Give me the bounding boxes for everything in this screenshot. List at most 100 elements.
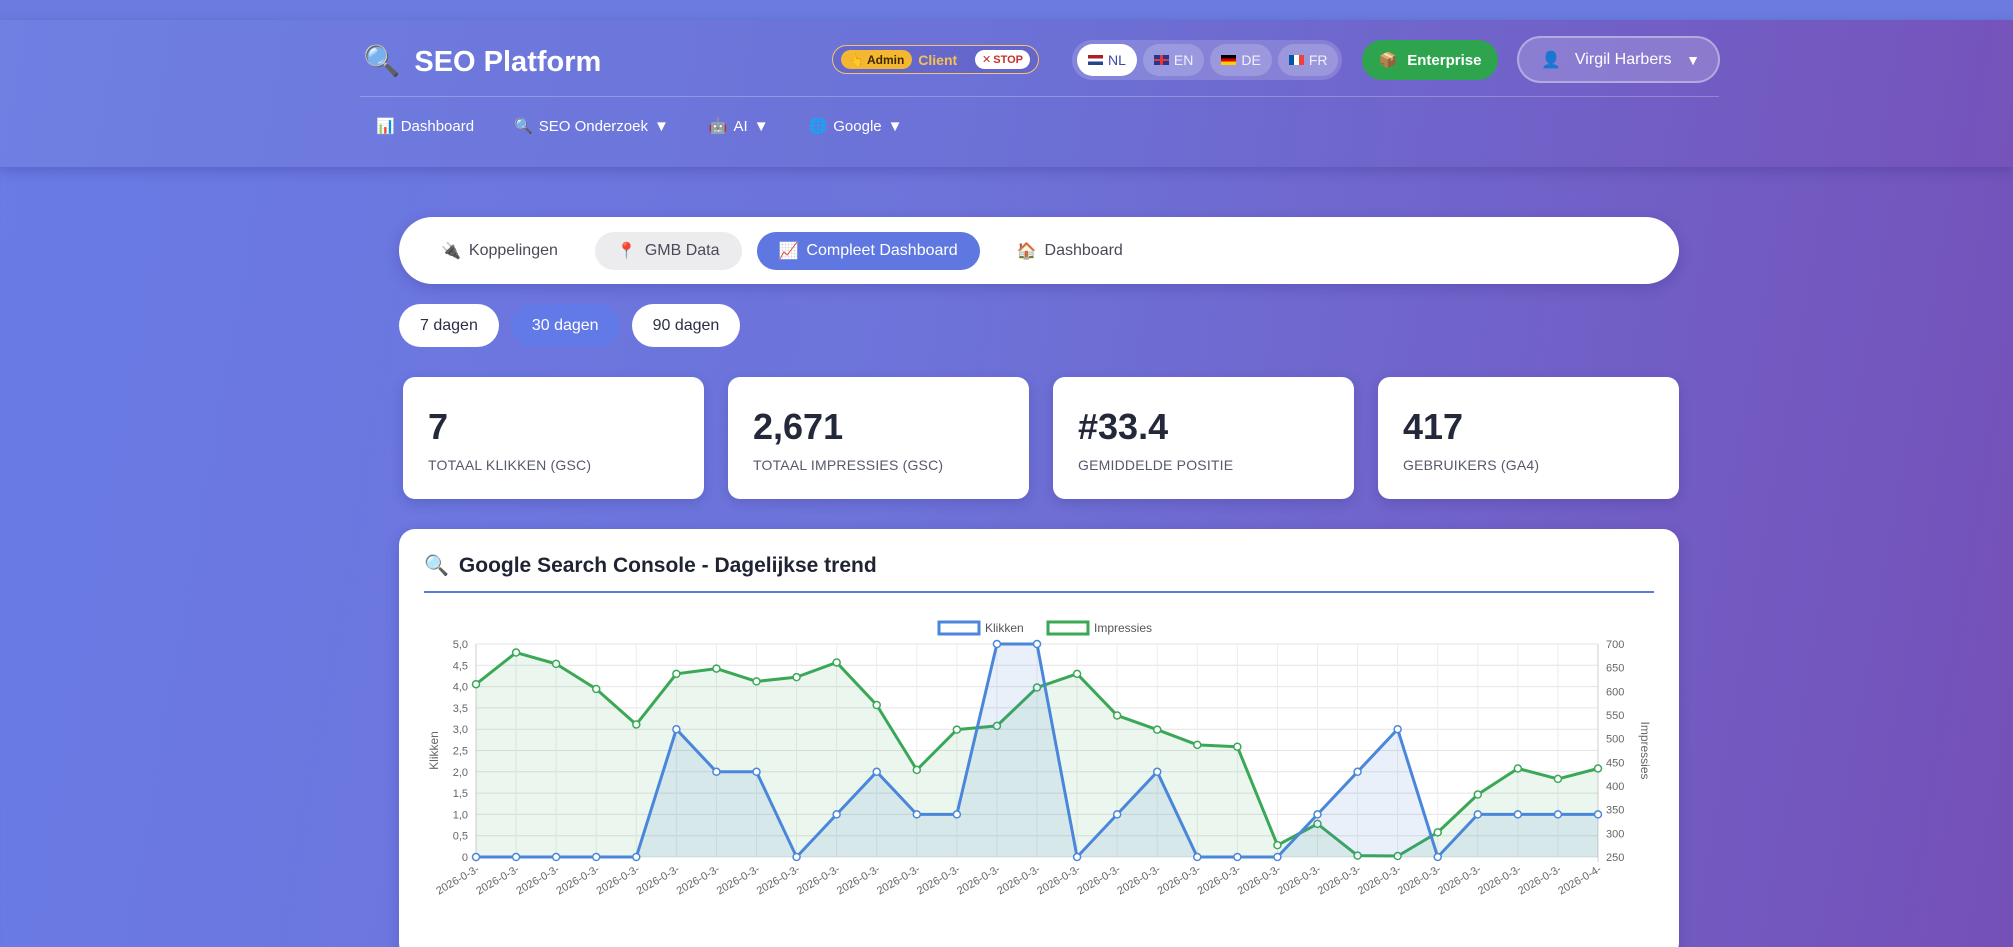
chevron-down-icon: ▼ bbox=[1686, 51, 1700, 68]
tab-gmb-data[interactable]: 📍 GMB Data bbox=[594, 231, 742, 270]
tab-label: Compleet Dashboard bbox=[806, 241, 958, 259]
range-7-days[interactable]: 7 dagen bbox=[399, 304, 499, 347]
y-tick-label: 3,5 bbox=[453, 703, 468, 715]
language-switcher: NL EN DE FR bbox=[1072, 40, 1342, 80]
close-icon: ✕ bbox=[982, 54, 992, 66]
data-point bbox=[1112, 810, 1122, 819]
y2-tick-label: 650 bbox=[1606, 663, 1624, 675]
x-tick-label: 2026-0-3- bbox=[514, 863, 562, 897]
gsc-trend-chart: 0 0,5 1,0 1,5 2,0 2,5 3,0 3,5 4,0 4,5 5,0 250 300 350… bbox=[427, 620, 1652, 897]
lang-de[interactable]: DE bbox=[1210, 44, 1272, 76]
x-tick-label: 2026-0-3- bbox=[594, 863, 642, 897]
data-point bbox=[551, 659, 561, 669]
plug-icon: 🔌 bbox=[441, 242, 461, 260]
legend-swatch bbox=[937, 620, 981, 636]
nav-label: Google bbox=[833, 117, 882, 135]
range-90-days[interactable]: 90 dagen bbox=[631, 304, 741, 347]
x-tick-label: 2026-0-3- bbox=[715, 863, 763, 897]
nav-label: Dashboard bbox=[400, 117, 475, 135]
nav-google[interactable]: 🌐 Google ▼ bbox=[808, 117, 903, 136]
data-point bbox=[752, 677, 761, 686]
lang-fr[interactable]: FR bbox=[1277, 44, 1339, 76]
header: 🔍 SEO Platform 👆 Admin Client ✕ STOP NL EN… bbox=[0, 20, 2013, 167]
y2-tick-label: 550 bbox=[1606, 710, 1624, 722]
role-admin-label: Admin bbox=[866, 52, 905, 67]
y-tick-label: 4,5 bbox=[453, 660, 468, 672]
data-point bbox=[1473, 810, 1483, 819]
panel-header: 🔍 Google Search Console - Dagelijkse tre… bbox=[424, 554, 1654, 593]
lang-en[interactable]: EN bbox=[1142, 44, 1205, 76]
search-icon: 🔍 bbox=[363, 45, 401, 78]
tab-compleet-dashboard[interactable]: 📈 Compleet Dashboard bbox=[756, 231, 980, 270]
x-tick-label: 2026-0-3- bbox=[755, 863, 803, 897]
data-point bbox=[992, 721, 1002, 731]
lang-label: EN bbox=[1173, 52, 1194, 68]
x-tick-label: 2026-0-3- bbox=[1396, 863, 1444, 897]
enterprise-button[interactable]: 📦 Enterprise bbox=[1362, 40, 1498, 80]
role-client-label[interactable]: Client bbox=[918, 51, 958, 68]
stat-value: 417 bbox=[1403, 406, 1464, 447]
user-menu-button[interactable]: 👤 Virgil Harbers ▼ bbox=[1517, 36, 1720, 83]
data-point bbox=[872, 767, 881, 777]
stats-cards: 7 TOTAAL KLIKKEN (GSC) 2,671 TOTAAL IMPR… bbox=[403, 377, 1679, 499]
data-point bbox=[672, 669, 681, 679]
stop-button[interactable]: ✕ STOP bbox=[975, 50, 1030, 69]
data-point bbox=[591, 684, 601, 694]
data-point bbox=[1112, 711, 1122, 720]
data-point bbox=[1513, 810, 1523, 819]
nav-ai[interactable]: 🤖 AI ▼ bbox=[709, 117, 769, 136]
nav-seo-onderzoek[interactable]: 🔍 SEO Onderzoek ▼ bbox=[514, 117, 669, 136]
data-point bbox=[832, 658, 841, 667]
y2-tick-label: 350 bbox=[1606, 805, 1624, 817]
stat-label: TOTAAL IMPRESSIES (GSC) bbox=[753, 457, 944, 473]
lang-label: NL bbox=[1108, 52, 1126, 68]
data-point bbox=[1433, 852, 1442, 862]
data-point bbox=[511, 648, 521, 657]
header-divider bbox=[360, 96, 1719, 97]
data-point bbox=[591, 852, 601, 862]
data-point bbox=[912, 810, 922, 819]
package-icon: 📦 bbox=[1378, 52, 1398, 69]
nav-label: SEO Onderzoek bbox=[538, 117, 648, 135]
data-point bbox=[1072, 852, 1082, 862]
y-tick-label: 0 bbox=[462, 852, 468, 864]
y2-tick-label: 450 bbox=[1606, 757, 1624, 769]
data-point bbox=[1553, 810, 1563, 819]
data-point bbox=[1032, 683, 1042, 692]
tab-dashboard[interactable]: 🏠 Dashboard bbox=[995, 232, 1145, 270]
y2-tick-label: 400 bbox=[1606, 781, 1624, 793]
data-point bbox=[1152, 725, 1162, 734]
flag-de-icon bbox=[1221, 55, 1237, 65]
gsc-trend-panel: 🔍 Google Search Console - Dagelijkse tre… bbox=[399, 529, 1679, 947]
x-tick-label: 2026-0-3- bbox=[434, 863, 482, 897]
brand[interactable]: 🔍 SEO Platform bbox=[363, 42, 601, 82]
data-point bbox=[1193, 852, 1202, 862]
x-tick-label: 2026-0-3- bbox=[1196, 863, 1244, 897]
x-tick-label: 2026-0-3- bbox=[875, 863, 923, 897]
role-switcher: 👆 Admin Client ✕ STOP bbox=[832, 45, 1039, 74]
date-range-selector: 7 dagen 30 dagen 90 dagen bbox=[399, 304, 741, 347]
lang-nl[interactable]: NL bbox=[1077, 44, 1137, 76]
y-tick-label: 1,0 bbox=[453, 809, 468, 821]
x-tick-label: 2026-0-3- bbox=[835, 863, 883, 897]
stat-label: TOTAAL KLIKKEN (GSC) bbox=[428, 457, 592, 473]
tab-koppelingen[interactable]: 🔌 Koppelingen bbox=[419, 232, 580, 270]
globe-icon: 🌐 bbox=[808, 118, 828, 135]
nav-dashboard[interactable]: 📊 Dashboard bbox=[376, 117, 475, 136]
range-30-days[interactable]: 30 dagen bbox=[510, 304, 620, 347]
data-point bbox=[1273, 840, 1282, 850]
role-admin-badge[interactable]: 👆 Admin bbox=[841, 50, 913, 69]
x-tick-label: 2026-0-3- bbox=[915, 863, 963, 897]
search-icon: 🔍 bbox=[514, 118, 533, 135]
search-icon: 🔍 bbox=[424, 555, 449, 577]
stat-label: GEBRUIKERS (GA4) bbox=[1403, 457, 1540, 473]
x-tick-label: 2026-0-3- bbox=[1155, 863, 1203, 897]
stat-card-users: 417 GEBRUIKERS (GA4) bbox=[1378, 377, 1679, 499]
section-tabs: 🔌 Koppelingen 📍 GMB Data 📈 Compleet Dashboa… bbox=[399, 217, 1679, 284]
data-point bbox=[792, 852, 801, 862]
data-point bbox=[752, 767, 761, 777]
chevron-down-icon: ▼ bbox=[887, 117, 903, 135]
x-tick-label: 2026-0-3- bbox=[1236, 863, 1284, 897]
y-tick-label: 4,0 bbox=[453, 682, 468, 694]
data-point bbox=[1152, 767, 1162, 777]
